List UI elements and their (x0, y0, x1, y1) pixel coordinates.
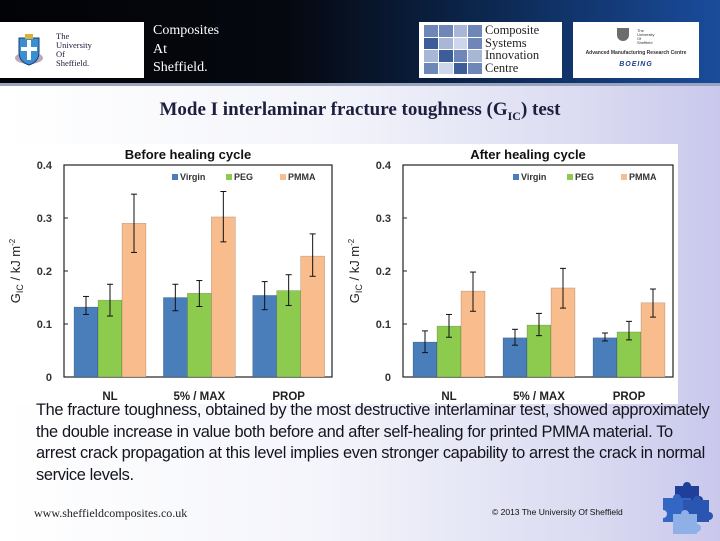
csic-logo: Composite Systems Innovation Centre (419, 22, 562, 78)
y-tick-label: 0.3 (37, 213, 52, 225)
legend-swatch (513, 174, 519, 180)
legend-swatch (226, 174, 232, 180)
x-category-label: NL (441, 391, 456, 403)
legend-label: Virgin (521, 172, 546, 182)
bar (187, 292, 212, 378)
amrc-crest-icon (617, 28, 630, 41)
x-category-label: 5% / MAX (513, 391, 565, 403)
y-axis-label: GIC / kJ m-2 (8, 238, 25, 303)
csic-mosaic-icon (424, 25, 482, 74)
body-paragraph: The fracture toughness, obtained by the … (36, 401, 710, 484)
amrc-text: Advanced Manufacturing Research Centre (585, 50, 687, 56)
y-tick-label: 0.2 (37, 266, 52, 278)
y-tick-label: 0.4 (376, 160, 392, 172)
header-banner: The University Of Sheffield. Composites … (0, 0, 720, 86)
legend-label: PEG (234, 172, 253, 182)
legend-label: PMMA (629, 172, 657, 182)
csic-name: Composite Systems Innovation Centre (485, 23, 540, 75)
bar (211, 216, 236, 378)
y-tick-label: 0 (46, 372, 52, 384)
legend-swatch (280, 174, 286, 180)
legend-swatch (172, 174, 178, 180)
university-crest-icon (14, 32, 44, 68)
x-category-label: 5% / MAX (173, 391, 225, 403)
chart-title: After healing cycle (470, 147, 586, 162)
footer-website-link[interactable]: www.sheffieldcomposites.co.uk (34, 506, 188, 520)
legend-label: PEG (575, 172, 594, 182)
footer-copyright: © 2013 The University Of Sheffield (492, 507, 623, 517)
y-tick-label: 0.2 (376, 266, 391, 278)
y-tick-label: 0.1 (376, 319, 391, 331)
slide-title: Mode I interlaminar fracture toughness (… (159, 99, 561, 123)
header-title: Composites At Sheffield. (153, 23, 220, 75)
legend-label: Virgin (180, 172, 205, 182)
bar (616, 331, 642, 378)
legend-swatch (567, 174, 573, 180)
legend-label: PMMA (288, 172, 316, 182)
bar (592, 337, 618, 378)
amrc-university-text: The University Of Sheffield (636, 28, 655, 45)
chart-title: Before healing cycle (125, 147, 251, 162)
y-axis-label: GIC / kJ m-2 (347, 238, 364, 303)
university-name: The University Of Sheffield. (56, 31, 92, 68)
puzzle-pieces-icon (655, 480, 715, 536)
x-category-label: NL (102, 391, 117, 403)
chart-before-healing: Before healing cycle 0 0.1 0.2 0.3 0.4 GIC / k… (0, 144, 343, 404)
university-of-sheffield-logo: The University Of Sheffield. (0, 22, 144, 78)
chart-after-healing: After healing cycle 0 0.1 0.2 0.3 0.4 GIC / kJ… (343, 144, 678, 404)
y-tick-label: 0.1 (37, 319, 52, 331)
y-tick-label: 0 (385, 372, 391, 384)
legend-swatch (621, 174, 627, 180)
x-category-label: PROP (613, 391, 646, 403)
y-tick-label: 0.4 (37, 160, 53, 172)
x-category-label: PROP (272, 391, 305, 403)
bar-chart-after-healing: After healing cycle 0 0.1 0.2 0.3 0.4 GIC / kJ… (347, 147, 674, 403)
boeing-logo: BOEING (619, 61, 653, 68)
y-tick-label: 0.3 (376, 213, 391, 225)
bar-chart-before-healing: Before healing cycle 0 0.1 0.2 0.3 0.4 GIC / k… (8, 147, 333, 403)
amrc-logo: The University Of Sheffield Advanced Man… (573, 22, 699, 78)
bar (73, 306, 99, 378)
